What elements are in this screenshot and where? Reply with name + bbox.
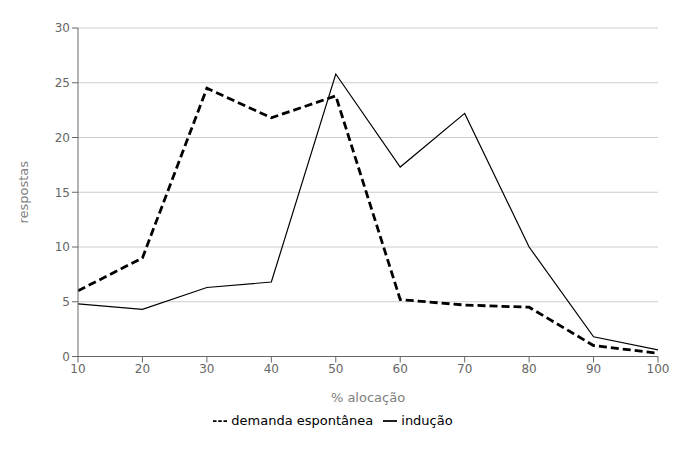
svg-text:20: 20 bbox=[135, 362, 150, 376]
svg-text:50: 50 bbox=[328, 362, 343, 376]
svg-text:60: 60 bbox=[393, 362, 408, 376]
svg-text:0: 0 bbox=[62, 350, 70, 364]
svg-text:30: 30 bbox=[199, 362, 214, 376]
svg-text:10: 10 bbox=[70, 362, 85, 376]
svg-text:90: 90 bbox=[586, 362, 601, 376]
svg-text:10: 10 bbox=[55, 240, 70, 254]
svg-text:80: 80 bbox=[521, 362, 536, 376]
svg-text:20: 20 bbox=[55, 131, 70, 145]
svg-text:% alocação: % alocação bbox=[331, 390, 405, 405]
svg-text:70: 70 bbox=[457, 362, 472, 376]
svg-text:25: 25 bbox=[55, 76, 70, 90]
svg-text:100: 100 bbox=[647, 362, 670, 376]
svg-text:40: 40 bbox=[264, 362, 279, 376]
html-text:indução: indução bbox=[401, 412, 453, 428]
svg-text:15: 15 bbox=[55, 186, 70, 200]
html-text:demanda espontânea: demanda espontânea bbox=[231, 412, 374, 428]
svg-text:respostas: respostas bbox=[16, 161, 31, 224]
svg-text:30: 30 bbox=[55, 21, 70, 35]
svg-text:5: 5 bbox=[62, 295, 70, 309]
